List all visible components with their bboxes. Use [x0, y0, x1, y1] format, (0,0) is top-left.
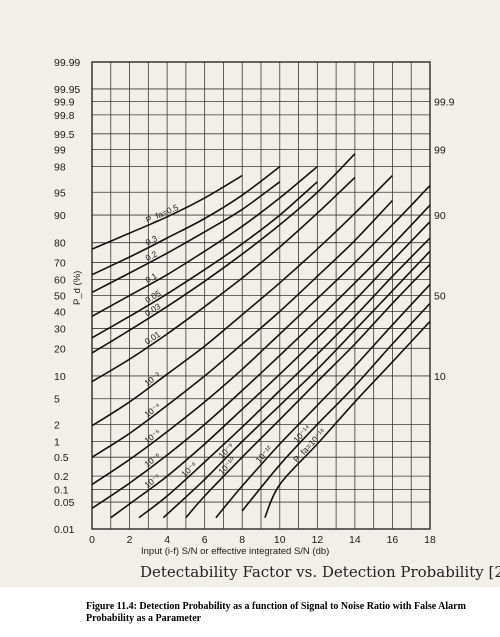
x-tick-label: 12 [311, 534, 323, 546]
x-tick-label: 10 [274, 534, 286, 546]
y-tick-label: 10 [54, 371, 66, 383]
y-right-tick-label: 99 [434, 144, 446, 156]
x-tick-label: 2 [127, 534, 133, 546]
y-tick-label: 99 [54, 144, 66, 156]
curve-label-0: P_fa=0.5 [144, 202, 180, 225]
y-tick-label: 90 [54, 210, 66, 222]
y-tick-label: 99.95 [54, 84, 80, 96]
y-tick-label: 1 [54, 437, 60, 449]
curve-series-12 [138, 237, 431, 519]
curve-series-8 [91, 199, 393, 458]
y-tick-label: 98 [54, 162, 66, 174]
y-axis-title: P_d (%) [72, 271, 83, 305]
curve-series-2 [91, 181, 281, 294]
x-tick-label: 0 [89, 534, 95, 546]
y-tick-label: 60 [54, 275, 66, 287]
curve-series-11 [110, 221, 431, 519]
y-tick-label: 0.01 [54, 524, 75, 536]
curve-label-3: 0.1 [143, 270, 158, 285]
x-tick-label: 4 [164, 534, 170, 546]
curve-series-3 [91, 165, 318, 318]
plot-frame [91, 61, 431, 530]
y-tick-label: 30 [54, 323, 66, 335]
x-tick-label: 6 [202, 534, 208, 546]
curve-series-10 [91, 204, 431, 509]
y-tick-label: 99.8 [54, 110, 75, 122]
y-tick-label: 50 [54, 291, 66, 303]
y-tick-label: 95 [54, 187, 66, 199]
curve-series-7 [91, 174, 393, 427]
x-tick-label: 18 [424, 534, 436, 546]
y-right-tick-label: 10 [434, 371, 446, 383]
y-tick-label: 0.5 [54, 452, 69, 464]
curve-series-6 [91, 176, 356, 383]
curve-label-2: 0.2 [144, 249, 159, 263]
y-right-tick-label: 50 [434, 291, 446, 303]
y-tick-label: 0.2 [54, 471, 69, 483]
curve-series-1 [91, 165, 281, 276]
chart-grid [92, 61, 430, 530]
detection-probability-chart: P_fa=0.50.30.20.10.050.030.0110⁻³10⁻⁴10⁻… [54, 57, 455, 557]
x-tick-label: 8 [239, 534, 245, 546]
y-right-tick-label: 99.9 [434, 97, 455, 109]
figure-caption: Figure 11.4: Detection Probability as a … [86, 601, 466, 624]
y-tick-label: 70 [54, 258, 66, 270]
y-tick-label: 99.99 [54, 57, 80, 69]
chart-title: Detectability Factor vs. Detection Proba… [140, 563, 500, 581]
x-tick-label: 16 [387, 534, 399, 546]
y-tick-label: 2 [54, 419, 60, 431]
curve-series-4 [91, 181, 318, 339]
curve-series-13 [162, 250, 431, 519]
curve-series-0 [91, 174, 243, 250]
y-tick-label: 0.05 [54, 497, 75, 509]
y-right-tick-label: 90 [434, 210, 446, 222]
curve-series-15 [215, 283, 431, 519]
curve-series-9 [91, 185, 431, 486]
curve-series-16 [241, 302, 431, 512]
x-tick-label: 14 [349, 534, 361, 546]
y-tick-label: 99.5 [54, 129, 75, 141]
y-tick-label: 99.9 [54, 97, 75, 109]
y-tick-label: 80 [54, 238, 66, 250]
curve-series-14 [185, 263, 431, 519]
y-tick-label: 20 [54, 343, 66, 355]
chart-tick-labels: 0.010.050.10.20.512510203040506070809095… [54, 57, 455, 546]
curve-label-1: 0.3 [144, 233, 159, 247]
x-axis-title: Input (i-f) S/N or effective integrated … [141, 546, 329, 557]
curve-series-17 [264, 320, 431, 519]
y-tick-label: 0.1 [54, 484, 69, 496]
curve-series-5 [91, 153, 356, 354]
y-tick-label: 5 [54, 394, 60, 406]
y-tick-label: 40 [54, 306, 66, 318]
